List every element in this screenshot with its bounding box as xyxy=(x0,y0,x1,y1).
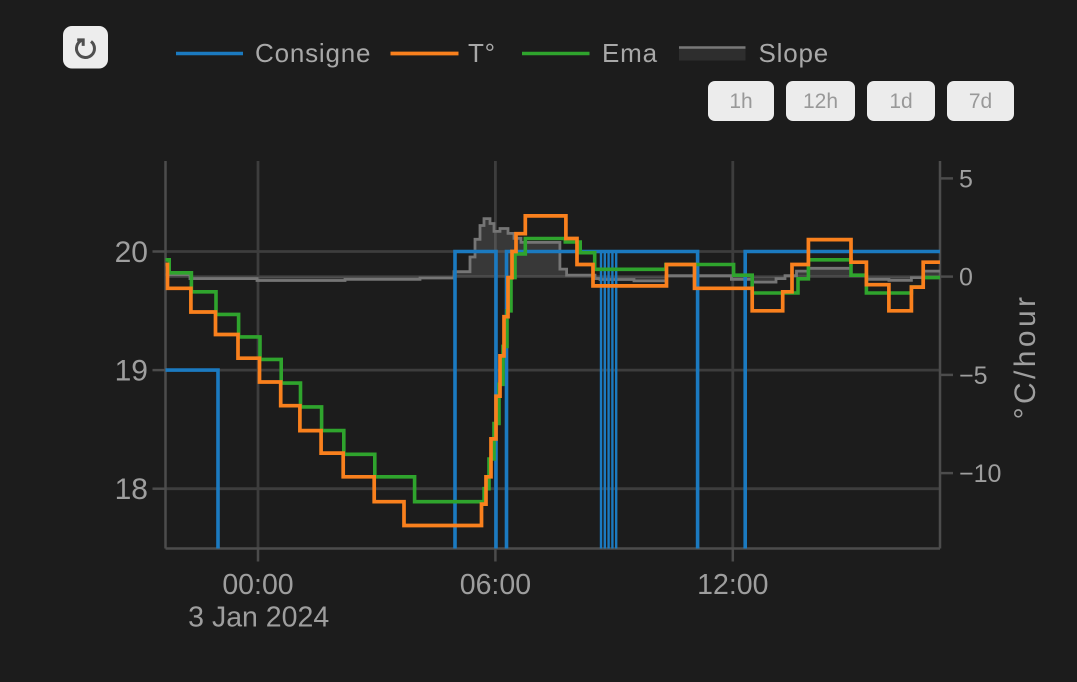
svg-text:°C/hour: °C/hour xyxy=(1009,294,1042,420)
svg-text:12h: 12h xyxy=(803,90,838,113)
svg-text:20: 20 xyxy=(115,236,148,269)
svg-text:0: 0 xyxy=(959,264,973,292)
svg-text:−5: −5 xyxy=(959,362,988,390)
svg-text:5: 5 xyxy=(959,165,973,193)
svg-text:Slope: Slope xyxy=(759,38,830,68)
svg-text:06:00: 06:00 xyxy=(460,569,531,601)
svg-text:7d: 7d xyxy=(969,90,992,113)
svg-text:3 Jan 2024: 3 Jan 2024 xyxy=(188,602,329,634)
svg-text:Consigne: Consigne xyxy=(255,38,371,68)
svg-text:1d: 1d xyxy=(889,90,912,113)
svg-text:1h: 1h xyxy=(729,90,752,113)
svg-text:00:00: 00:00 xyxy=(222,569,293,601)
svg-text:12:00: 12:00 xyxy=(697,569,768,601)
svg-text:−10: −10 xyxy=(959,460,1001,488)
svg-text:Ema: Ema xyxy=(602,38,658,68)
svg-text:19: 19 xyxy=(115,355,148,388)
svg-text:T°: T° xyxy=(468,38,496,68)
svg-text:18: 18 xyxy=(115,473,148,506)
